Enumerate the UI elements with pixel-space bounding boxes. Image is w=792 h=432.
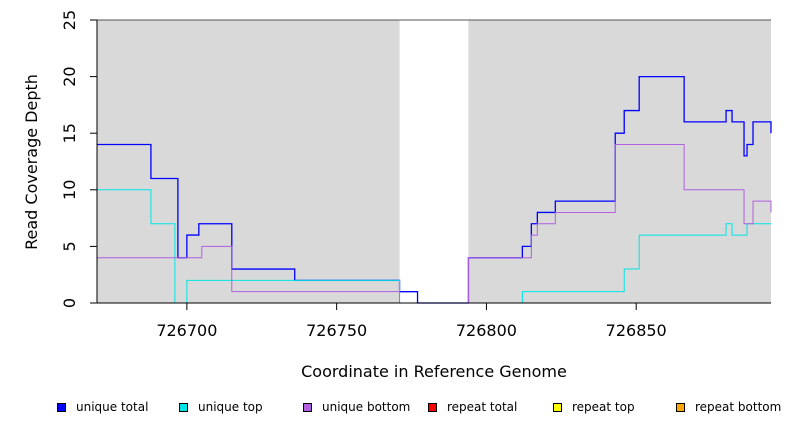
legend-swatch [179, 402, 188, 412]
y-tick-label: 0 [60, 298, 79, 308]
shaded-region-1 [468, 20, 771, 303]
x-tick-label: 726850 [606, 321, 667, 340]
legend-item-repeat-bottom: repeat bottom [676, 400, 781, 414]
shaded-regions [97, 20, 771, 303]
legend-swatch [676, 402, 685, 412]
legend-label: repeat top [572, 400, 635, 414]
x-tick-label: 726700 [156, 321, 217, 340]
legend-item-unique-total: unique total [57, 400, 148, 414]
y-axis-title: Read Coverage Depth [22, 74, 41, 250]
legend-label: unique top [198, 400, 263, 414]
legend-label: unique bottom [322, 400, 411, 414]
y-tick-label: 25 [60, 10, 79, 30]
legend-swatch [428, 402, 437, 412]
legend-item-repeat-top: repeat top [553, 400, 635, 414]
y-tick-label: 5 [60, 241, 79, 251]
series-line-unique-bottom [97, 144, 772, 304]
legend-item-repeat-total: repeat total [428, 400, 517, 414]
legend-label: repeat bottom [695, 400, 782, 414]
legend-swatch [553, 402, 562, 412]
series-line-unique-top [97, 189, 771, 304]
legend-swatch [57, 402, 66, 412]
x-axis-title: Coordinate in Reference Genome [301, 362, 567, 381]
shaded-region-0 [97, 20, 400, 303]
y-tick-label: 20 [60, 66, 79, 86]
legend-swatch [303, 402, 312, 412]
x-tick-label: 726750 [306, 321, 367, 340]
y-tick-label: 10 [60, 180, 79, 200]
legend-item-unique-top: unique top [179, 400, 263, 414]
legend: unique total unique top unique bottom repea… [0, 400, 792, 420]
y-tick-label: 15 [60, 123, 79, 143]
legend-label: unique total [76, 400, 149, 414]
axes: 0 5 10 15 20 25 726700 726750 726800 726850 [60, 10, 771, 340]
legend-label: repeat total [447, 400, 518, 414]
x-tick-label: 726800 [456, 321, 517, 340]
legend-item-unique-bottom: unique bottom [303, 400, 410, 414]
